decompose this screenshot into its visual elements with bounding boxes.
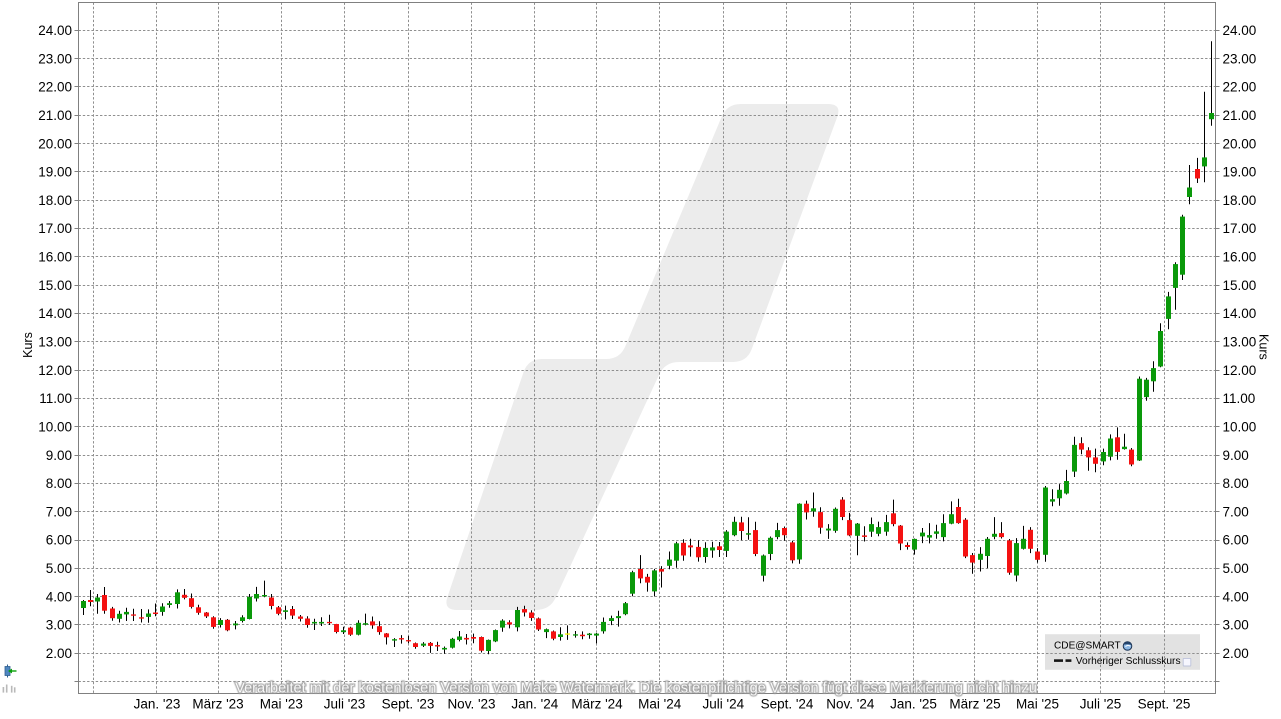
svg-text:17.00: 17.00 [38,221,72,236]
svg-text:17.00: 17.00 [1223,221,1257,236]
svg-text:5.00: 5.00 [46,561,72,576]
svg-text:Kurs: Kurs [21,332,35,358]
svg-text:22.00: 22.00 [1223,80,1257,95]
svg-text:Sept. '25: Sept. '25 [1138,697,1191,712]
svg-text:März '25: März '25 [949,697,1000,712]
svg-text:Mai '23: Mai '23 [260,697,303,712]
svg-text:Nov. '24: Nov. '24 [826,697,875,712]
svg-text:23.00: 23.00 [1223,51,1257,66]
svg-text:3.00: 3.00 [1223,618,1249,633]
svg-text:Verarbeitet mit der kostenlose: Verarbeitet mit der kostenlosen Version … [235,681,1037,697]
svg-text:21.00: 21.00 [1223,108,1257,123]
svg-text:3.00: 3.00 [46,618,72,633]
svg-text:Mai '24: Mai '24 [638,697,682,712]
svg-text:Jan. '23: Jan. '23 [134,697,181,712]
svg-text:8.00: 8.00 [1223,476,1249,491]
svg-text:22.00: 22.00 [38,80,72,95]
svg-text:16.00: 16.00 [38,250,72,265]
svg-text:5.00: 5.00 [1223,561,1249,576]
svg-text:7.00: 7.00 [1223,504,1249,519]
svg-text:Verarbeitet mit der kostenlose: Verarbeitet mit der kostenlosen Version … [235,681,1037,697]
svg-text:8.00: 8.00 [46,476,72,491]
svg-text:10.00: 10.00 [1223,420,1257,435]
svg-text:Juli '23: Juli '23 [324,697,366,712]
svg-text:19.00: 19.00 [1223,165,1257,180]
svg-text:Vorheriger Schlusskurs: Vorheriger Schlusskurs [1076,656,1181,667]
svg-text:März '23: März '23 [192,697,243,712]
svg-text:6.00: 6.00 [46,533,72,548]
svg-text:9.00: 9.00 [46,448,72,463]
svg-text:Jan. '25: Jan. '25 [890,697,937,712]
svg-text:24.00: 24.00 [1223,23,1257,38]
svg-text:Kurs: Kurs [1257,334,1271,360]
svg-text:24.00: 24.00 [38,23,72,38]
svg-text:13.00: 13.00 [38,335,72,350]
svg-text:2.00: 2.00 [46,646,72,661]
svg-text:2.00: 2.00 [1223,646,1249,661]
svg-text:Sept. '24: Sept. '24 [761,697,814,712]
svg-text:Jan. '24: Jan. '24 [511,697,558,712]
svg-text:14.00: 14.00 [38,306,72,321]
svg-text:Juli '24: Juli '24 [702,697,744,712]
svg-text:19.00: 19.00 [38,165,72,180]
svg-text:Mai '25: Mai '25 [1016,697,1059,712]
svg-text:10.00: 10.00 [38,420,72,435]
svg-text:18.00: 18.00 [1223,193,1257,208]
svg-text:20.00: 20.00 [38,136,72,151]
svg-text:März '24: März '24 [571,697,623,712]
svg-text:4.00: 4.00 [1223,589,1249,604]
svg-text:20.00: 20.00 [1223,136,1257,151]
svg-text:16.00: 16.00 [1223,250,1257,265]
svg-text:Nov. '23: Nov. '23 [447,697,495,712]
svg-text:18.00: 18.00 [38,193,72,208]
svg-text:23.00: 23.00 [38,51,72,66]
svg-text:11.00: 11.00 [1223,391,1256,406]
svg-text:14.00: 14.00 [1223,306,1257,321]
svg-text:15.00: 15.00 [1223,278,1257,293]
svg-text:15.00: 15.00 [38,278,72,293]
svg-text:Juli '25: Juli '25 [1080,697,1122,712]
svg-text:21.00: 21.00 [38,108,72,123]
svg-text:CDE@SMART: CDE@SMART [1054,641,1121,652]
svg-text:Sept. '23: Sept. '23 [382,697,435,712]
svg-text:6.00: 6.00 [1223,533,1249,548]
svg-text:11.00: 11.00 [39,391,72,406]
svg-text:4.00: 4.00 [46,589,72,604]
svg-text:12.00: 12.00 [38,363,72,378]
svg-text:12.00: 12.00 [1223,363,1257,378]
svg-text:9.00: 9.00 [1223,448,1249,463]
svg-text:13.00: 13.00 [1223,335,1257,350]
svg-text:7.00: 7.00 [46,504,72,519]
